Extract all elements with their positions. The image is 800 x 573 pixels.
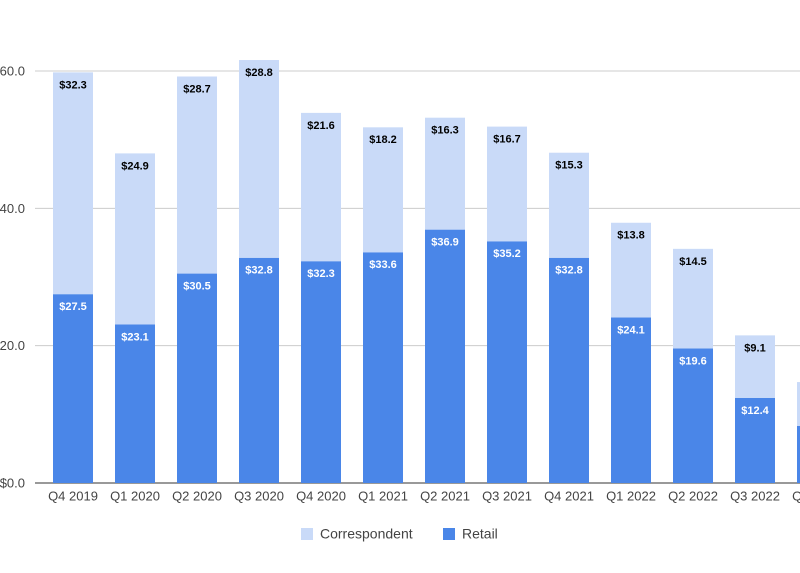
bar-segment (549, 152, 589, 258)
bar-segment (797, 382, 800, 427)
value-label: $32.3 (307, 268, 335, 280)
bar-segment (735, 397, 775, 483)
x-tick-label: Q1 2022 (606, 488, 656, 503)
x-tick-label: Q4 2019 (48, 488, 98, 503)
value-label: $32.3 (59, 79, 87, 91)
bar-segment (735, 335, 775, 398)
legend-swatch (301, 528, 313, 540)
bar-segment (239, 60, 279, 258)
y-tick-label: $0.0 (0, 475, 25, 490)
x-tick-label: Q3 2022 (730, 488, 780, 503)
value-label: $13.8 (617, 230, 645, 242)
bar-segment (177, 76, 217, 274)
x-tick-label: Q4 2020 (296, 488, 346, 503)
bar-segment (53, 294, 93, 483)
x-tick-label: Q3 2021 (482, 488, 532, 503)
value-label: $12.4 (741, 405, 769, 417)
value-label: $24.9 (121, 160, 149, 172)
value-label: $24.1 (617, 324, 645, 336)
bar-segment (611, 317, 651, 483)
y-tick-label: $60.0 (0, 63, 25, 78)
x-tick-label: Q4 2022 (792, 488, 800, 503)
bar-segment (239, 257, 279, 483)
bar-segment (797, 426, 800, 483)
value-label: $33.6 (369, 259, 397, 271)
bar-segment (487, 241, 527, 483)
bar-segment (177, 273, 217, 483)
value-label: $14.5 (679, 256, 707, 268)
bar-segment (363, 252, 403, 483)
value-label: $30.5 (183, 280, 211, 292)
x-tick-label: Q2 2020 (172, 488, 222, 503)
bar-segment (611, 222, 651, 318)
x-tick-label: Q3 2020 (234, 488, 284, 503)
value-label: $19.6 (679, 355, 707, 367)
value-label: $16.7 (493, 134, 521, 146)
legend-label: Correspondent (320, 526, 413, 542)
value-label: $36.9 (431, 237, 459, 249)
bar-segment (549, 257, 589, 483)
bar-segment (301, 112, 341, 262)
value-label: $27.5 (59, 301, 87, 313)
value-label: $35.2 (493, 248, 521, 260)
value-label: $9.1 (744, 342, 765, 354)
bar-segment (363, 127, 403, 253)
value-label: $16.3 (431, 125, 459, 137)
y-tick-label: $40.0 (0, 201, 25, 216)
bar-segment (115, 153, 155, 325)
legend-label: Retail (462, 526, 498, 542)
value-label: $15.3 (555, 160, 583, 172)
bar-segment (53, 72, 93, 295)
value-label: $28.8 (245, 67, 273, 79)
value-label: $21.6 (307, 120, 335, 132)
bar-segment (425, 117, 465, 230)
value-label: $18.2 (369, 134, 397, 146)
value-label: $32.8 (555, 265, 583, 277)
x-tick-label: Q1 2021 (358, 488, 408, 503)
value-label: $32.8 (245, 265, 273, 277)
bar-segment (673, 248, 713, 349)
bar-segment (487, 126, 527, 242)
legend-swatch (443, 528, 455, 540)
x-tick-label: Q2 2022 (668, 488, 718, 503)
bar-segment (673, 348, 713, 483)
x-tick-label: Q2 2021 (420, 488, 470, 503)
bar-segment (115, 324, 155, 483)
value-label: $28.7 (183, 83, 211, 95)
bar-segment (301, 261, 341, 483)
bar-segment (425, 229, 465, 483)
x-tick-label: Q1 2020 (110, 488, 160, 503)
y-tick-label: $20.0 (0, 338, 25, 353)
value-label: $23.1 (121, 331, 149, 343)
x-tick-label: Q4 2021 (544, 488, 594, 503)
